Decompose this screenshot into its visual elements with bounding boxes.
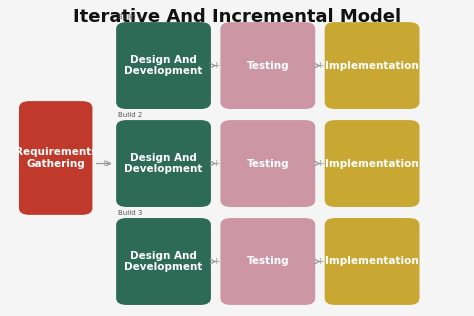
Text: Design And
Development: Design And Development [124, 251, 203, 272]
Text: +: + [316, 257, 324, 266]
FancyBboxPatch shape [220, 120, 315, 207]
FancyBboxPatch shape [325, 120, 419, 207]
FancyBboxPatch shape [19, 101, 92, 215]
FancyBboxPatch shape [116, 22, 211, 109]
Text: +: + [212, 257, 219, 266]
Text: Testing: Testing [246, 61, 289, 70]
Text: Build 2: Build 2 [118, 112, 142, 118]
Text: Iterative And Incremental Model: Iterative And Incremental Model [73, 9, 401, 26]
Text: Design And
Development: Design And Development [124, 55, 203, 76]
Text: Build 3: Build 3 [118, 210, 142, 216]
Text: +: + [316, 159, 324, 168]
FancyBboxPatch shape [220, 218, 315, 305]
Text: +: + [212, 159, 219, 168]
Text: Build 1: Build 1 [118, 14, 142, 20]
Text: Implementation: Implementation [325, 61, 419, 70]
FancyBboxPatch shape [325, 22, 419, 109]
Text: Testing: Testing [246, 159, 289, 168]
Text: +: + [316, 61, 324, 70]
Text: Design And
Development: Design And Development [124, 153, 203, 174]
Text: Testing: Testing [246, 257, 289, 266]
Text: +: + [212, 61, 219, 70]
Text: Requirements
Gathering: Requirements Gathering [15, 147, 97, 169]
FancyBboxPatch shape [116, 120, 211, 207]
Text: +: + [100, 159, 108, 168]
Text: Implementation: Implementation [325, 257, 419, 266]
FancyBboxPatch shape [325, 218, 419, 305]
FancyBboxPatch shape [116, 218, 211, 305]
FancyBboxPatch shape [220, 22, 315, 109]
Text: Implementation: Implementation [325, 159, 419, 168]
